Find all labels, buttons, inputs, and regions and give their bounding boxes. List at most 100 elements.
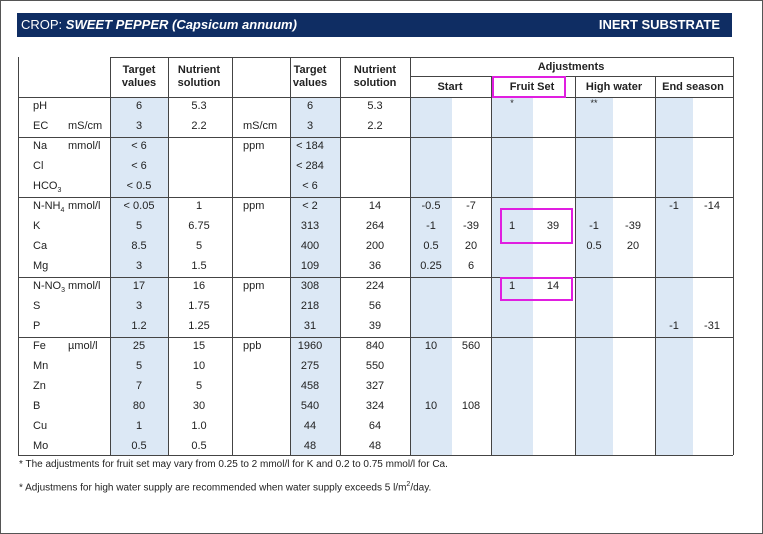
nutrient-value: 16: [192, 280, 206, 292]
row-unit-2: ppm: [243, 140, 265, 152]
grid-vline: [18, 57, 19, 455]
row-unit-2: mS/cm: [243, 120, 278, 132]
nutrient-value-2: 14: [368, 200, 382, 212]
nutrient-value: 0.5: [191, 440, 207, 452]
high-water-ppm: 20: [626, 240, 640, 252]
row-name: Na: [33, 140, 48, 152]
row-name: EC: [33, 120, 49, 132]
nutrient-value: 1.5: [191, 260, 207, 272]
high-water-mark: **: [590, 98, 598, 108]
header-target-values-ppm: Target values: [292, 64, 328, 89]
row-name: S: [33, 300, 41, 312]
header-adjustments: Adjustments: [537, 61, 605, 73]
nutrient-value: 2.2: [191, 120, 207, 132]
end-season-ppm: -14: [704, 200, 720, 212]
row-name: Zn: [33, 380, 46, 392]
grid-vline: [110, 57, 111, 455]
nutrient-value: 1.0: [191, 420, 207, 432]
high-water-mmol: 0.5: [586, 240, 602, 252]
shaded-column: [655, 97, 693, 455]
target-value-2: 44: [303, 420, 317, 432]
grid-vline: [290, 57, 291, 455]
target-value-2: 109: [300, 260, 320, 272]
grid-hline: [410, 76, 733, 77]
grid-hline: [18, 337, 733, 338]
target-value-2: 48: [303, 440, 317, 452]
start-ppm: 20: [464, 240, 478, 252]
target-value-2: < 2: [302, 200, 318, 212]
target-value-2: 1960: [297, 340, 323, 352]
nutrient-value: 15: [192, 340, 206, 352]
row-name: Ca: [33, 240, 48, 252]
fruit-set-mmol: 1: [508, 280, 516, 292]
shaded-column: [575, 97, 613, 455]
row-name: Mo: [33, 440, 49, 452]
row-name: Fe: [33, 340, 46, 352]
target-value-2: 458: [300, 380, 320, 392]
header-target-values: Target values: [121, 64, 157, 89]
grid-vline: [733, 57, 734, 455]
nutrient-value: 1: [195, 200, 203, 212]
row-name: B: [33, 400, 41, 412]
shaded-column: [110, 97, 168, 455]
target-value: 7: [135, 380, 143, 392]
shaded-column: [491, 97, 533, 455]
target-value-2: 313: [300, 220, 320, 232]
row-name: N-NO3: [33, 280, 66, 295]
target-value: 17: [132, 280, 146, 292]
nutrient-value-2: 56: [368, 300, 382, 312]
header-nutrient-solution-ppm: Nutrient solution: [353, 64, 397, 89]
end-season-mmol: -1: [669, 200, 679, 212]
grid-hline: [18, 97, 733, 98]
substrate-label: INERT SUBSTRATE: [598, 17, 720, 32]
shaded-column: [290, 97, 340, 455]
nutrient-value-2: 550: [365, 360, 385, 372]
grid-hline: [18, 197, 733, 198]
nutrient-value-2: 840: [365, 340, 385, 352]
target-value: 8.5: [131, 240, 147, 252]
nutrient-value-2: 200: [365, 240, 385, 252]
fruit-set-ppm: 14: [546, 280, 560, 292]
row-unit-2: ppb: [243, 340, 262, 352]
target-value: 6: [135, 100, 143, 112]
row-name: HCO3: [33, 180, 62, 195]
fruit-set-ppm: 39: [546, 220, 560, 232]
footnote-high-water: * Adjustmens for high water supply are r…: [19, 481, 432, 494]
fruit-set-mark: *: [510, 98, 514, 108]
nutrient-value-2: 2.2: [367, 120, 383, 132]
end-season-ppm: -31: [704, 320, 720, 332]
row-name: Mn: [33, 360, 49, 372]
row-name: Mg: [33, 260, 49, 272]
target-value: 3: [135, 260, 143, 272]
grid-vline: [232, 57, 233, 455]
target-value: 0.5: [131, 440, 147, 452]
fruit-set-nno3-highlight: [500, 277, 573, 301]
grid-vline: [575, 76, 576, 455]
header-start: Start: [437, 81, 463, 93]
start-mmol: -0.5: [421, 200, 441, 212]
crop-name: SWEET PEPPER (Capsicum annuum): [65, 17, 297, 32]
nutrient-value-2: 264: [365, 220, 385, 232]
target-value: 3: [135, 300, 143, 312]
target-value: 25: [132, 340, 146, 352]
start-ppm: 560: [461, 340, 481, 352]
header-high-water: High water: [585, 81, 643, 93]
nutrient-value: 1.75: [188, 300, 210, 312]
nutrient-value-2: 324: [365, 400, 385, 412]
row-name: P: [33, 320, 41, 332]
row-unit: mmol/l: [68, 280, 101, 292]
target-value-2: 6: [306, 100, 314, 112]
target-value-2: 540: [300, 400, 320, 412]
nutrient-value: 10: [192, 360, 206, 372]
row-unit: µmol/l: [68, 340, 98, 352]
grid-hline: [18, 137, 733, 138]
nutrient-value-2: 36: [368, 260, 382, 272]
start-ppm: -39: [463, 220, 479, 232]
nutrient-value: 1.25: [188, 320, 210, 332]
nutrient-value-2: 224: [365, 280, 385, 292]
target-value-2: 3: [306, 120, 314, 132]
row-unit: mS/cm: [68, 120, 103, 132]
fruit-set-mmol: 1: [508, 220, 516, 232]
row-name: K: [33, 220, 41, 232]
fruit-set-header-highlight: [492, 76, 566, 98]
